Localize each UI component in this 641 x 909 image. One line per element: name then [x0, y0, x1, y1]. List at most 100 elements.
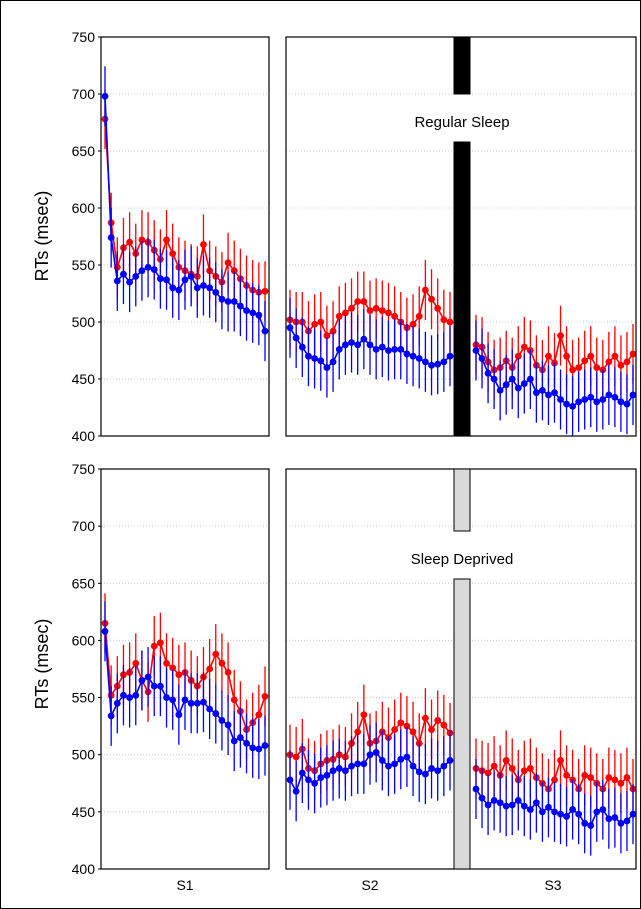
- data-point: [520, 767, 528, 775]
- sleep-bar-upper: [453, 468, 471, 532]
- data-point: [329, 767, 337, 775]
- data-point: [385, 309, 392, 317]
- panel-frame-s1: [100, 36, 270, 437]
- data-point: [611, 776, 619, 784]
- data-point: [298, 343, 306, 351]
- data-point: [261, 742, 269, 749]
- data-point: [286, 324, 294, 332]
- data-point: [532, 799, 540, 807]
- data-point: [403, 753, 411, 761]
- data-point: [249, 744, 257, 752]
- data-point: [193, 284, 201, 292]
- data-point: [163, 659, 170, 667]
- data-point: [311, 779, 319, 787]
- data-point: [144, 673, 152, 681]
- data-point: [335, 345, 343, 353]
- data-point: [341, 309, 349, 317]
- data-point: [551, 776, 558, 784]
- data-point: [255, 711, 263, 719]
- data-point: [230, 298, 238, 305]
- data-point: [243, 739, 250, 747]
- data-point: [101, 627, 109, 635]
- data-point: [397, 345, 405, 353]
- data-point: [163, 236, 170, 244]
- data-point: [502, 757, 510, 764]
- text-layer: 400 450 500 550 600 650 700 750 RTs (msec) Regula…: [32, 29, 562, 893]
- data-point: [569, 402, 577, 410]
- data-point: [212, 650, 220, 658]
- data-point: [545, 391, 552, 399]
- session-label: S3: [544, 877, 561, 893]
- data-point: [261, 693, 269, 700]
- data-point: [138, 677, 146, 684]
- data-point: [391, 726, 399, 733]
- data-point: [563, 400, 570, 408]
- panel-frame-s1: [100, 468, 270, 870]
- data-point: [378, 757, 386, 764]
- data-point: [175, 711, 183, 719]
- data-point: [366, 751, 374, 759]
- data-point: [415, 768, 423, 776]
- y-tick-label: 600: [72, 200, 96, 216]
- data-point: [581, 819, 589, 827]
- data-point: [163, 276, 170, 284]
- data-point: [113, 277, 121, 285]
- data-point: [255, 311, 263, 319]
- y-tick-label: 400: [72, 428, 96, 444]
- data-point: [478, 355, 486, 362]
- session-label: S1: [176, 877, 193, 893]
- y-tick-label: 700: [72, 86, 96, 102]
- data-point: [611, 814, 619, 821]
- data-point: [514, 352, 522, 360]
- data-point: [434, 360, 442, 368]
- data-point: [557, 396, 564, 403]
- data-point: [472, 785, 480, 793]
- data-point: [354, 760, 362, 768]
- data-point: [200, 241, 207, 248]
- data-point: [360, 711, 368, 719]
- data-point: [305, 352, 312, 360]
- data-point: [224, 669, 232, 676]
- data-point: [230, 696, 238, 704]
- data-point: [526, 765, 534, 772]
- y-tick-label: 750: [72, 461, 96, 477]
- data-point: [360, 760, 368, 768]
- data-point: [323, 771, 331, 779]
- data-point: [169, 664, 177, 672]
- data-point: [132, 691, 140, 699]
- data-point: [484, 369, 492, 377]
- data-point: [329, 327, 337, 335]
- data-point: [440, 721, 448, 729]
- y-tick-label: 450: [72, 804, 96, 820]
- data-point: [236, 302, 244, 310]
- data-point: [156, 275, 164, 283]
- data-point: [212, 710, 220, 717]
- data-point: [623, 774, 631, 781]
- data-point: [391, 345, 399, 353]
- data-point: [206, 705, 214, 713]
- data-point: [335, 765, 343, 772]
- data-point: [617, 819, 625, 827]
- y-tick-label: 650: [72, 575, 96, 591]
- data-point: [311, 355, 319, 362]
- data-point: [230, 737, 238, 745]
- data-point: [514, 797, 522, 804]
- data-point: [557, 332, 564, 340]
- data-point: [599, 396, 607, 403]
- data-point: [605, 774, 613, 781]
- data-point: [545, 803, 552, 811]
- data-point: [212, 288, 220, 296]
- data-point: [569, 366, 577, 374]
- data-point: [348, 339, 355, 346]
- data-point: [526, 375, 534, 383]
- data-point: [360, 335, 368, 343]
- data-point: [409, 320, 417, 328]
- data-point: [545, 352, 552, 360]
- data-point: [372, 749, 380, 756]
- data-point: [391, 760, 399, 768]
- data-point: [323, 332, 331, 340]
- data-point: [623, 400, 631, 408]
- data-point: [138, 267, 146, 275]
- y-tick-label: 750: [72, 29, 96, 45]
- sleep-condition-label: Regular Sleep: [414, 114, 509, 131]
